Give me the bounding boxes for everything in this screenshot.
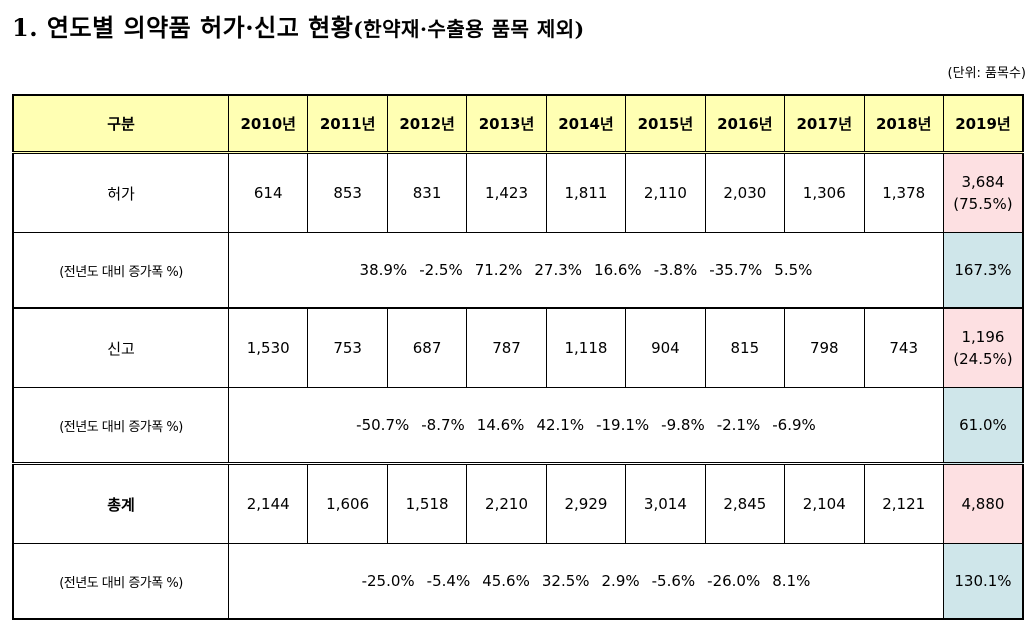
table-cell: 2,929 — [545, 462, 627, 544]
header-cell: 2013년 — [466, 94, 547, 154]
rate-value: -35.7% — [709, 261, 763, 279]
header-cell: 2019년 — [942, 94, 1024, 154]
header-cell: 2018년 — [863, 94, 944, 154]
table-cell: 1,378 — [863, 152, 944, 233]
table-cell: 904 — [625, 307, 706, 388]
table-cell: 1,306 — [784, 152, 865, 233]
title-sub: (한약재·수출용 품목 제외) — [353, 17, 585, 41]
rate-value: -6.9% — [772, 416, 816, 434]
table-cell: 2,030 — [704, 152, 786, 233]
table-cell: 1,423 — [466, 152, 547, 233]
row-label: 허가 — [12, 152, 229, 233]
header-cell: 2015년 — [625, 94, 706, 154]
table-row-total: 총계 2,144 1,606 1,518 2,210 2,929 3,014 2… — [12, 462, 1024, 544]
rate-2019: 130.1% — [942, 543, 1024, 620]
table-cell: 1,811 — [545, 152, 627, 233]
rate-value: 71.2% — [474, 261, 523, 279]
rate-label: (전년도 대비 증가폭 %) — [12, 387, 229, 464]
row-label: 신고 — [12, 307, 229, 388]
rate-value: -26.0% — [707, 572, 761, 590]
page-title: 1. 연도별 의약품 허가·신고 현황(한약재·수출용 품목 제외) — [12, 8, 585, 43]
table-cell: 2,121 — [863, 462, 944, 544]
rate-value: 32.5% — [541, 572, 590, 590]
table-row-report: 신고 1,530 753 687 787 1,118 904 815 798 7… — [12, 307, 1024, 388]
header-cell: 2016년 — [704, 94, 786, 154]
rate-value: -8.7% — [421, 416, 465, 434]
table-cell: 2,110 — [625, 152, 706, 233]
header-cell: 2011년 — [307, 94, 388, 154]
rate-value: 27.3% — [534, 261, 583, 279]
rate-value: -5.4% — [426, 572, 471, 590]
table-cell: 687 — [386, 307, 468, 388]
rate-value: -9.8% — [661, 416, 705, 434]
table-cell: 2,104 — [784, 462, 865, 544]
header-cell: 구분 — [12, 94, 229, 154]
table-row-report-rate: (전년도 대비 증가폭 %) -50.7% -8.7% 14.6% 42.1% -19.… — [12, 387, 1024, 464]
rate-value: 8.1% — [772, 572, 811, 590]
table-cell: 3,014 — [625, 462, 706, 544]
rate-values: -50.7% -8.7% 14.6% 42.1% -19.1% -9.8% -2.1% -6.… — [228, 387, 944, 464]
rate-value: 42.1% — [536, 416, 585, 434]
table-cell: 831 — [386, 152, 468, 233]
rate-label: (전년도 대비 증가폭 %) — [12, 543, 229, 620]
value-2019: 3,684 — [961, 173, 1005, 191]
unit-note: (단위: 품목수) — [947, 66, 1026, 81]
table-cell: 1,530 — [227, 307, 309, 388]
table-cell-2019: 1,196 (24.5%) — [942, 307, 1024, 388]
rate-value: -2.1% — [716, 416, 761, 434]
rate-values: -25.0% -5.4% 45.6% 32.5% 2.9% -5.6% -26.0% 8.1% — [228, 543, 944, 620]
permit-report-table: 구분 2010년 2011년 2012년 2013년 2014년 2015년 2… — [12, 94, 1024, 620]
header-cell: 2010년 — [227, 94, 309, 154]
value-2019: 1,196 — [961, 328, 1005, 346]
table-row-total-rate: (전년도 대비 증가폭 %) -25.0% -5.4% 45.6% 32.5% 2.9%… — [12, 543, 1024, 620]
rate-value: 14.6% — [476, 416, 525, 434]
rate-value: 16.6% — [594, 261, 642, 279]
table-header-row: 구분 2010년 2011년 2012년 2013년 2014년 2015년 2… — [12, 94, 1024, 154]
rate-value: 5.5% — [774, 261, 813, 279]
row-label: 총계 — [12, 462, 229, 544]
table-cell: 743 — [863, 307, 944, 388]
table-cell: 2,144 — [227, 462, 309, 544]
table-cell: 798 — [784, 307, 865, 388]
share-2019: (75.5%) — [953, 195, 1013, 213]
table-row-approval-rate: (전년도 대비 증가폭 %) 38.9% -2.5% 71.2% 27.3% 16.6%… — [12, 232, 1024, 309]
rate-value: 2.9% — [601, 572, 640, 590]
rate-2019: 61.0% — [942, 387, 1024, 464]
rate-value: -50.7% — [356, 416, 410, 434]
rate-value: 45.6% — [482, 572, 530, 590]
table-cell: 787 — [466, 307, 547, 388]
rate-value: -25.0% — [361, 572, 415, 590]
table-cell: 753 — [307, 307, 388, 388]
header-cell: 2017년 — [784, 94, 865, 154]
table-cell: 2,210 — [466, 462, 547, 544]
rate-value: -3.8% — [653, 261, 698, 279]
table-cell: 815 — [704, 307, 786, 388]
header-cell: 2012년 — [386, 94, 468, 154]
table-cell: 2,845 — [704, 462, 786, 544]
rate-values: 38.9% -2.5% 71.2% 27.3% 16.6% -3.8% -35.7% 5.5% — [228, 232, 944, 309]
title-main: 1. 연도별 의약품 허가·신고 현황 — [12, 13, 354, 42]
table-cell-2019: 4,880 — [942, 462, 1024, 544]
table-cell: 1,518 — [386, 462, 468, 544]
rate-label: (전년도 대비 증가폭 %) — [12, 232, 229, 309]
table-cell: 1,118 — [545, 307, 627, 388]
table-cell-2019: 3,684 (75.5%) — [942, 152, 1024, 233]
table-cell: 1,606 — [307, 462, 388, 544]
rate-value: -2.5% — [419, 261, 463, 279]
table-cell: 853 — [307, 152, 388, 233]
rate-value: -19.1% — [596, 416, 650, 434]
share-2019: (24.5%) — [953, 350, 1013, 368]
rate-value: 38.9% — [359, 261, 408, 279]
header-cell: 2014년 — [545, 94, 627, 154]
table-cell: 614 — [227, 152, 309, 233]
rate-value: -5.6% — [651, 572, 696, 590]
rate-2019: 167.3% — [942, 232, 1024, 309]
table-row-approval: 허가 614 853 831 1,423 1,811 2,110 2,030 1… — [12, 152, 1024, 233]
